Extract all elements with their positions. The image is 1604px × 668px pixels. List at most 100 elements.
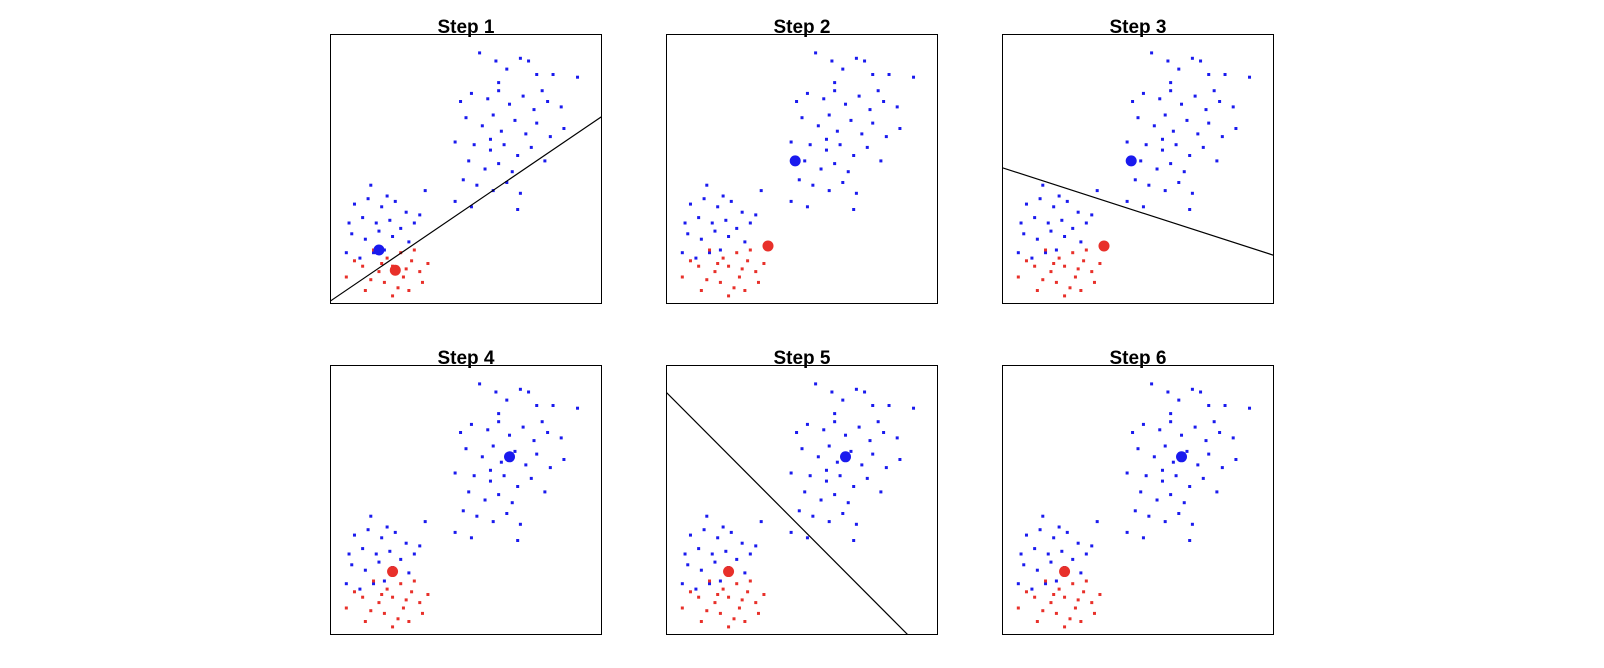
data-point-blue bbox=[491, 444, 495, 448]
data-point-blue bbox=[1190, 522, 1194, 526]
data-point-blue bbox=[811, 514, 815, 518]
data-point-red bbox=[420, 611, 424, 615]
data-point-blue bbox=[1171, 460, 1175, 464]
data-point-blue bbox=[895, 105, 899, 109]
data-point-red bbox=[1092, 280, 1096, 284]
data-point-blue bbox=[521, 94, 525, 98]
plot-frame bbox=[666, 34, 938, 304]
data-point-blue bbox=[1041, 514, 1045, 518]
data-point-blue bbox=[683, 221, 687, 225]
data-point-blue bbox=[1204, 108, 1208, 112]
data-point-blue bbox=[1141, 422, 1145, 426]
plot-area bbox=[1016, 382, 1252, 629]
data-point-blue bbox=[1218, 431, 1222, 434]
data-point-blue bbox=[1188, 485, 1192, 488]
data-point-blue bbox=[680, 251, 684, 255]
data-point-blue bbox=[833, 162, 837, 166]
data-point-blue bbox=[1155, 167, 1159, 171]
data-point-blue bbox=[860, 132, 864, 136]
data-point-red bbox=[743, 620, 747, 623]
data-point-red bbox=[1049, 601, 1053, 605]
data-point-red bbox=[382, 611, 386, 615]
data-point-red bbox=[391, 294, 395, 298]
data-point-blue bbox=[497, 493, 501, 497]
data-point-red bbox=[382, 280, 386, 284]
data-point-blue bbox=[735, 557, 739, 561]
data-point-blue bbox=[521, 425, 525, 429]
data-point-blue bbox=[347, 552, 351, 556]
data-point-blue bbox=[369, 514, 373, 518]
data-point-blue bbox=[486, 97, 490, 101]
data-point-blue bbox=[1033, 216, 1037, 220]
data-point-blue bbox=[1019, 221, 1023, 225]
data-point-blue bbox=[702, 528, 706, 532]
data-point-blue bbox=[518, 56, 522, 60]
data-point-red bbox=[727, 294, 731, 298]
data-point-blue bbox=[576, 75, 580, 79]
data-point-blue bbox=[1052, 205, 1056, 209]
data-point-blue bbox=[418, 213, 422, 217]
data-point-blue bbox=[505, 67, 509, 71]
centroid-blue bbox=[1176, 451, 1188, 463]
data-point-blue bbox=[540, 89, 544, 93]
data-point-blue bbox=[1188, 154, 1192, 157]
data-point-red bbox=[1073, 275, 1077, 279]
data-point-blue bbox=[844, 102, 848, 106]
data-point-blue bbox=[366, 197, 370, 201]
data-point-blue bbox=[1063, 235, 1067, 238]
data-point-red bbox=[418, 270, 422, 274]
data-point-blue bbox=[1163, 444, 1167, 448]
data-point-blue bbox=[1174, 143, 1178, 147]
data-point-blue bbox=[480, 455, 484, 459]
data-point-red bbox=[377, 601, 381, 605]
data-point-blue bbox=[532, 439, 536, 443]
data-point-red bbox=[705, 609, 709, 613]
data-point-blue bbox=[729, 199, 733, 203]
data-point-blue bbox=[816, 124, 820, 128]
decision-line bbox=[666, 391, 909, 635]
data-point-red bbox=[737, 275, 741, 279]
data-point-blue bbox=[505, 512, 509, 515]
data-point-blue bbox=[488, 137, 492, 141]
data-point-blue bbox=[846, 501, 850, 505]
data-point-blue bbox=[494, 59, 498, 63]
data-point-blue bbox=[1016, 582, 1020, 586]
data-point-blue bbox=[1180, 102, 1184, 106]
data-point-blue bbox=[1196, 463, 1200, 467]
data-point-blue bbox=[1185, 118, 1189, 122]
data-point-blue bbox=[789, 471, 793, 475]
data-point-blue bbox=[713, 229, 717, 233]
data-point-blue bbox=[385, 525, 389, 529]
data-point-blue bbox=[1160, 148, 1164, 152]
data-point-blue bbox=[686, 563, 690, 567]
data-point-blue bbox=[548, 466, 552, 470]
data-point-blue bbox=[759, 189, 763, 193]
data-point-blue bbox=[879, 159, 883, 163]
data-point-blue bbox=[358, 256, 362, 260]
data-point-blue bbox=[352, 202, 356, 206]
data-point-blue bbox=[529, 476, 533, 480]
data-point-blue bbox=[735, 226, 739, 230]
data-point-blue bbox=[1041, 183, 1045, 187]
data-point-red bbox=[1024, 590, 1028, 594]
data-point-blue bbox=[1160, 479, 1164, 483]
data-point-blue bbox=[819, 167, 823, 171]
data-point-blue bbox=[854, 522, 858, 526]
data-point-red bbox=[718, 611, 722, 615]
data-point-blue bbox=[789, 199, 793, 203]
data-point-blue bbox=[805, 536, 809, 540]
data-point-blue bbox=[1220, 466, 1224, 470]
data-point-blue bbox=[527, 59, 531, 63]
data-point-blue bbox=[1169, 493, 1173, 497]
data-point-blue bbox=[1141, 205, 1145, 209]
data-point-red bbox=[410, 259, 414, 263]
data-point-blue bbox=[1182, 501, 1186, 505]
data-point-red bbox=[1082, 259, 1086, 263]
data-point-red bbox=[344, 275, 348, 279]
data-point-blue bbox=[852, 208, 856, 211]
data-point-blue bbox=[803, 490, 807, 494]
data-point-red bbox=[1076, 598, 1080, 602]
data-point-blue bbox=[423, 520, 427, 524]
data-point-blue bbox=[830, 59, 834, 63]
